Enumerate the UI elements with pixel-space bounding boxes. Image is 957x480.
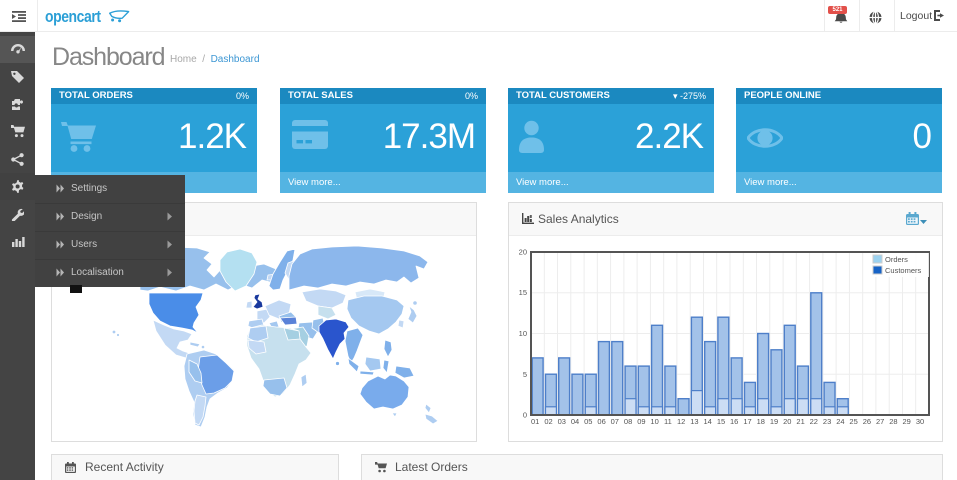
svg-text:09: 09	[637, 417, 645, 426]
svg-text:11: 11	[664, 417, 672, 426]
svg-text:20: 20	[519, 248, 527, 257]
svg-text:19: 19	[770, 417, 778, 426]
svg-text:Customers: Customers	[885, 266, 922, 275]
svg-text:21: 21	[796, 417, 804, 426]
svg-text:06: 06	[597, 417, 605, 426]
svg-text:02: 02	[544, 417, 552, 426]
svg-text:29: 29	[903, 417, 911, 426]
svg-text:05: 05	[584, 417, 592, 426]
svg-text:28: 28	[889, 417, 897, 426]
svg-text:17: 17	[743, 417, 751, 426]
svg-text:08: 08	[624, 417, 632, 426]
svg-text:12: 12	[677, 417, 685, 426]
svg-text:10: 10	[519, 329, 527, 338]
svg-text:14: 14	[704, 417, 712, 426]
svg-text:18: 18	[757, 417, 765, 426]
svg-text:07: 07	[611, 417, 619, 426]
svg-text:10: 10	[650, 417, 658, 426]
svg-text:5: 5	[523, 370, 527, 379]
svg-text:27: 27	[876, 417, 884, 426]
svg-text:22: 22	[810, 417, 818, 426]
svg-text:04: 04	[571, 417, 579, 426]
svg-text:03: 03	[558, 417, 566, 426]
svg-text:0: 0	[523, 411, 527, 420]
svg-text:25: 25	[849, 417, 857, 426]
svg-text:01: 01	[531, 417, 539, 426]
svg-text:26: 26	[863, 417, 871, 426]
svg-text:13: 13	[690, 417, 698, 426]
svg-text:24: 24	[836, 417, 844, 426]
svg-text:15: 15	[717, 417, 725, 426]
svg-text:15: 15	[519, 288, 527, 297]
svg-text:23: 23	[823, 417, 831, 426]
svg-text:16: 16	[730, 417, 738, 426]
svg-text:Orders: Orders	[885, 255, 908, 264]
svg-text:20: 20	[783, 417, 791, 426]
svg-text:30: 30	[916, 417, 924, 426]
